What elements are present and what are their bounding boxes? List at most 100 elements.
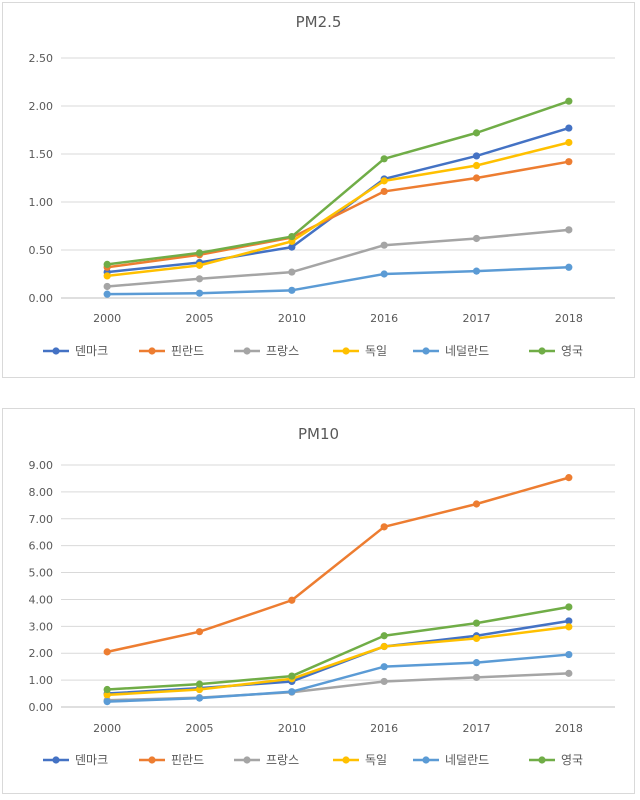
data-point <box>380 241 388 249</box>
data-point <box>565 474 573 482</box>
data-point <box>103 282 111 291</box>
x-tick-label: 2010 <box>278 312 306 325</box>
data-point <box>288 688 296 696</box>
data-point <box>565 124 573 132</box>
data-point <box>565 669 573 677</box>
legend-label: 영국 <box>561 753 583 767</box>
data-point <box>380 523 388 531</box>
legend-swatch-marker <box>148 347 156 355</box>
legend-entry: 프랑스 <box>234 753 299 767</box>
chart-pm10: PM10 0.00 1.00 2.00 3.00 4.00 5.00 6.00 7.00 8.00… <box>29 425 615 767</box>
legend-entry: 네덜란드 <box>413 344 489 358</box>
data-point <box>288 286 296 294</box>
series-line-3 <box>107 672 569 702</box>
y-tick-label: 0.00 <box>29 292 54 305</box>
series-line-5 <box>107 266 569 296</box>
data-point <box>288 232 296 241</box>
data-point <box>380 155 388 163</box>
series-line-1 <box>107 619 570 695</box>
y-tick-label: 0.00 <box>29 701 54 714</box>
x-tick-label: 2005 <box>186 312 214 325</box>
data-point <box>565 650 573 659</box>
x-tick-label: 2018 <box>555 312 583 325</box>
legend-entry: 프랑스 <box>234 344 299 358</box>
data-point <box>472 267 481 275</box>
data-point <box>472 619 481 627</box>
x-tick-label: 2000 <box>93 722 121 735</box>
data-point <box>380 677 388 686</box>
legend-entry: 영국 <box>529 344 583 358</box>
data-point <box>288 268 296 276</box>
legend-swatch-marker <box>422 756 430 764</box>
series-line-5 <box>107 653 569 703</box>
data-point <box>565 158 573 166</box>
y-tick-label: 1.00 <box>29 196 54 209</box>
x-tick-label: 2010 <box>278 722 306 735</box>
legend-entry: 덴마크 <box>43 344 108 358</box>
legend-swatch-marker <box>422 347 430 355</box>
data-point <box>472 659 481 667</box>
series-line-2 <box>106 476 570 654</box>
legend-label: 핀란드 <box>171 344 204 358</box>
y-tick-label: 2.00 <box>29 647 54 660</box>
legend-entry: 핀란드 <box>139 753 204 767</box>
y-tick-label: 4.00 <box>29 593 54 606</box>
legend-entry: 독일 <box>333 753 387 767</box>
data-point <box>565 617 573 625</box>
x-tick-label: 2017 <box>463 312 491 325</box>
legend-label: 영국 <box>561 344 583 358</box>
legend-swatch-marker <box>243 756 251 764</box>
y-tick-label: 9.00 <box>29 459 54 472</box>
data-point <box>103 272 111 280</box>
y-tick-label: 0.50 <box>29 244 54 257</box>
chart-title: PM2.5 <box>296 13 342 31</box>
legend-label: 네덜란드 <box>445 344 489 358</box>
legend-label: 프랑스 <box>266 753 299 767</box>
legend-label: 독일 <box>365 753 387 767</box>
data-point <box>565 138 573 147</box>
data-point <box>472 634 481 643</box>
legend-swatch-marker <box>538 347 546 355</box>
data-point <box>380 177 388 185</box>
x-tick-label: 2018 <box>555 722 583 735</box>
data-point <box>380 632 388 640</box>
data-point <box>195 680 204 688</box>
x-tick-label: 2005 <box>186 722 214 735</box>
data-point <box>288 672 296 680</box>
data-point <box>195 694 204 702</box>
data-point <box>565 226 573 234</box>
legend-swatch-marker <box>52 347 60 355</box>
data-point <box>195 289 204 297</box>
data-point <box>380 270 388 278</box>
y-tick-label: 1.50 <box>29 148 54 161</box>
legend-entry: 덴마크 <box>43 753 108 767</box>
data-point <box>472 152 481 160</box>
chart-pm25-panel: PM2.5 0.00 0.50 1.00 1.50 2.00 2.50 2000 2005 201… <box>2 2 635 378</box>
legend-label: 핀란드 <box>171 753 204 767</box>
data-point <box>103 648 111 656</box>
series-line-1 <box>107 126 570 274</box>
series-line-2 <box>106 160 570 269</box>
y-tick-label: 8.00 <box>29 486 54 499</box>
legend-swatch-marker <box>148 756 156 764</box>
y-tick-label: 2.50 <box>29 52 54 65</box>
legend-swatch-marker <box>538 756 546 764</box>
x-tick-label: 2000 <box>93 312 121 325</box>
x-tick-label: 2016 <box>370 722 398 735</box>
legend-entry: 네덜란드 <box>413 753 489 767</box>
data-point <box>472 234 481 243</box>
y-tick-label: 2.00 <box>29 100 54 113</box>
y-tick-label: 6.00 <box>29 540 54 553</box>
chart-title: PM10 <box>298 425 339 443</box>
data-point <box>195 685 204 694</box>
legend-label: 덴마크 <box>75 344 108 358</box>
legend-swatch-marker <box>342 756 350 764</box>
y-tick-label: 5.00 <box>29 567 54 580</box>
data-point <box>103 260 111 268</box>
legend-entry: 독일 <box>333 344 387 358</box>
series-line-4 <box>107 625 569 697</box>
data-point <box>288 243 296 251</box>
data-point <box>565 603 573 611</box>
legend-swatch-marker <box>52 756 60 764</box>
x-tick-label: 2017 <box>463 722 491 735</box>
